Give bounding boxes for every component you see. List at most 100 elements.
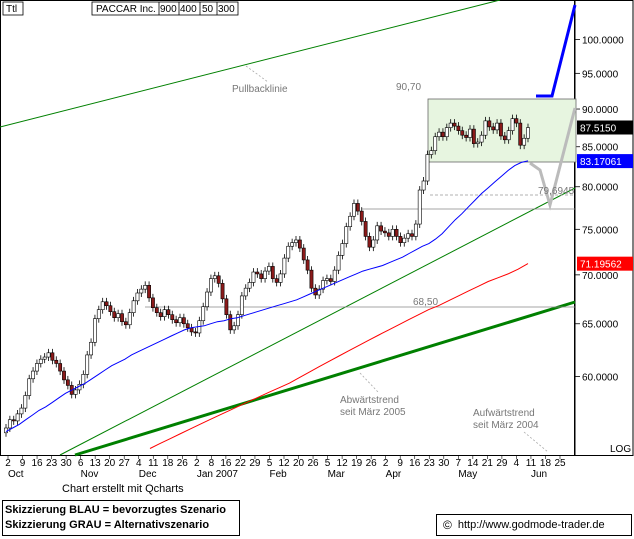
candle-body [89, 341, 93, 356]
setting-2: 400 [180, 4, 197, 15]
price-flag-label: 83.17061 [580, 157, 622, 168]
candle-body [371, 239, 376, 248]
website-link[interactable]: © http://www.godmode-trader.de [436, 514, 632, 536]
candle-body [263, 270, 267, 279]
candle-body [120, 313, 124, 323]
candle-body [390, 229, 395, 237]
candle-body [158, 312, 163, 317]
candle-body [471, 128, 476, 144]
candle-body [344, 226, 349, 244]
day-tick-label: 23 [46, 458, 58, 469]
candle-body [328, 278, 333, 282]
candle-body [433, 136, 438, 151]
candle-body [181, 317, 186, 325]
price-flag [577, 154, 633, 169]
candle-body [506, 130, 511, 141]
price-tick-label: 90.0000 [582, 105, 619, 116]
candle-body [46, 352, 51, 358]
pullback-line [0, 0, 501, 128]
day-tick-label: 25 [554, 458, 566, 469]
candle-body [468, 128, 472, 138]
candle-body [108, 305, 113, 312]
candle-body [15, 413, 20, 422]
candle-body [232, 325, 237, 331]
candle-body [386, 232, 391, 237]
month-tick-label: Apr [386, 469, 402, 480]
candle-body [224, 298, 229, 315]
day-tick-label: 18 [540, 458, 552, 469]
day-tick-label: 21 [482, 458, 494, 469]
day-tick-label: 12 [337, 458, 349, 469]
day-tick-label: 29 [496, 458, 508, 469]
candle-body [100, 301, 105, 310]
price-axis-ticks: 100.0000 95.0000 90.0000 85.0000 80.0000 75.0… [575, 36, 624, 384]
day-tick-label: 16 [31, 458, 43, 469]
price-tick-label: 65.0000 [582, 320, 619, 331]
candle-body [340, 243, 345, 256]
candle-body [193, 331, 198, 334]
month-tick-label: Mar [328, 469, 346, 480]
month-tick-label: Jun [531, 469, 547, 480]
candle-body [475, 141, 480, 144]
candle-body [228, 314, 233, 331]
candle-body [274, 278, 279, 283]
candle-body [456, 125, 461, 131]
candle-body [522, 137, 527, 146]
price-tick-label: 85.0000 [582, 143, 619, 154]
candle-body [65, 379, 70, 386]
day-tick-label: 6 [78, 458, 84, 469]
candle-body [483, 120, 488, 136]
candle-body [332, 269, 337, 282]
candle-body [23, 395, 28, 409]
candle-body [42, 356, 47, 360]
day-tick-label: 4 [136, 458, 142, 469]
day-tick-label: 5 [267, 458, 273, 469]
candle-body [518, 122, 523, 146]
candle-body [62, 370, 66, 381]
credit-text: Chart erstellt mit Qcharts [62, 483, 184, 495]
candle-body [131, 300, 136, 313]
candle-body [135, 292, 140, 302]
day-tick-label: 12 [278, 458, 290, 469]
candle-body [7, 419, 12, 429]
candle-body [402, 237, 407, 243]
candle-body [491, 126, 496, 131]
candle-body [325, 278, 329, 281]
candle-body [510, 118, 515, 131]
level-upper-label: 90,70 [396, 82, 421, 93]
candle-body [255, 271, 260, 275]
price-flag [577, 256, 633, 271]
price-flag-label: 71.19562 [580, 260, 622, 271]
candle-body [147, 284, 151, 299]
candle-body [216, 275, 221, 284]
day-tick-label: 16 [220, 458, 232, 469]
candle-body [58, 363, 63, 372]
uptrend-line [59, 187, 576, 456]
candle-body [239, 295, 244, 315]
day-tick-label: 14 [467, 458, 479, 469]
day-tick-label: 29 [249, 458, 261, 469]
price-tick-label: 70.0000 [582, 271, 619, 282]
candle-body [85, 354, 90, 375]
candle-body [174, 319, 179, 324]
price-flag-label: 87.5150 [580, 123, 617, 134]
ticker-title: PACCAR Inc. [96, 4, 156, 15]
day-tick-label: 5 [325, 458, 331, 469]
day-tick-label: 13 [90, 458, 102, 469]
day-tick-label: 20 [104, 458, 116, 469]
legend-gray: Skizzierung GRAU = Alternativszenario [5, 519, 210, 531]
log-scale-label: LOG [610, 444, 631, 455]
candle-body [406, 233, 411, 239]
legend-blue: Skizzierung BLAU = bevorzugtes Szenario [5, 504, 226, 516]
candle-body [452, 122, 457, 127]
day-tick-label: 30 [438, 458, 450, 469]
candle-body [460, 130, 465, 136]
candle-body [54, 359, 59, 364]
candle-body [243, 287, 248, 297]
legend-box: Skizzierung BLAU = bevorzugtes Szenario … [2, 500, 240, 536]
price-flags: 87.5150 83.17061 71.19562 [577, 120, 633, 271]
month-tick-label: Oct [8, 469, 24, 480]
candle-body [220, 283, 225, 300]
candle-body [143, 284, 148, 290]
candle-body [104, 301, 109, 307]
